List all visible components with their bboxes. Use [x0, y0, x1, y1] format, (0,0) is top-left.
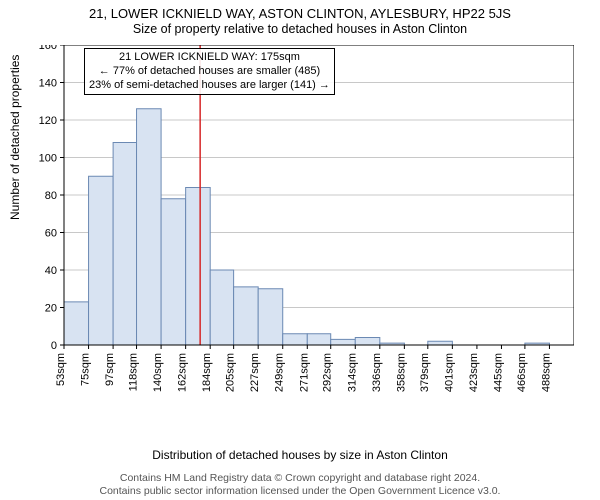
x-tick-label: 53sqm — [55, 353, 67, 386]
y-tick-label: 100 — [39, 153, 57, 165]
x-tick-label: 140sqm — [152, 353, 164, 392]
histogram-bar — [89, 176, 114, 345]
histogram-bar — [283, 334, 308, 345]
histogram-bar — [331, 339, 356, 345]
x-tick-label: 118sqm — [128, 353, 140, 391]
x-tick-label: 401sqm — [443, 353, 455, 392]
histogram-bar — [210, 270, 233, 345]
annotation-line-3: 23% of semi-detached houses are larger (… — [89, 79, 330, 93]
histogram-bar — [186, 188, 211, 346]
attribution-line-1: Contains HM Land Registry data © Crown c… — [0, 472, 600, 485]
x-tick-label: 75sqm — [80, 353, 92, 386]
x-tick-label: 271sqm — [298, 353, 310, 392]
annotation-line-1: 21 LOWER ICKNIELD WAY: 175sqm — [89, 51, 330, 65]
page-subtitle: Size of property relative to detached ho… — [0, 22, 600, 38]
y-tick-label: 80 — [45, 190, 57, 202]
histogram-bar — [64, 302, 89, 345]
histogram-bar — [234, 287, 259, 345]
page-title: 21, LOWER ICKNIELD WAY, ASTON CLINTON, A… — [0, 6, 600, 22]
x-tick-label: 97sqm — [104, 353, 116, 386]
histogram-bar — [307, 334, 330, 345]
x-axis-label: Distribution of detached houses by size … — [0, 448, 600, 462]
page-root: 21, LOWER ICKNIELD WAY, ASTON CLINTON, A… — [0, 0, 600, 500]
y-axis-label: Number of detached properties — [8, 55, 22, 220]
histogram-bar — [161, 199, 186, 345]
y-tick-label: 120 — [39, 115, 57, 127]
histogram-plot: 02040608010012014016053sqm75sqm97sqm118s… — [64, 45, 574, 395]
histogram-bar — [137, 109, 162, 345]
histogram-bar — [113, 143, 136, 346]
x-tick-label: 336sqm — [371, 353, 383, 392]
attribution-line-2: Contains public sector information licen… — [0, 485, 600, 498]
x-tick-label: 466sqm — [516, 353, 528, 392]
attribution-block: Contains HM Land Registry data © Crown c… — [0, 472, 600, 498]
title-block: 21, LOWER ICKNIELD WAY, ASTON CLINTON, A… — [0, 0, 600, 38]
x-tick-label: 184sqm — [201, 353, 213, 392]
x-tick-label: 292sqm — [322, 353, 334, 392]
x-tick-label: 358sqm — [395, 353, 407, 392]
x-tick-label: 379sqm — [419, 353, 431, 392]
x-tick-label: 205sqm — [225, 353, 237, 392]
y-tick-label: 60 — [45, 228, 57, 240]
annotation-line-2: ← 77% of detached houses are smaller (48… — [89, 65, 330, 79]
histogram-bar — [258, 289, 283, 345]
y-tick-label: 0 — [51, 340, 57, 352]
x-tick-label: 423sqm — [468, 353, 480, 392]
histogram-bar — [355, 338, 380, 346]
x-tick-label: 249sqm — [274, 353, 286, 392]
x-tick-label: 445sqm — [492, 353, 504, 392]
y-tick-label: 20 — [45, 303, 57, 315]
annotation-box: 21 LOWER ICKNIELD WAY: 175sqm ← 77% of d… — [84, 48, 335, 95]
x-tick-label: 314sqm — [346, 353, 358, 392]
y-tick-label: 140 — [39, 78, 57, 90]
x-tick-label: 227sqm — [249, 353, 261, 392]
y-tick-label: 40 — [45, 265, 57, 277]
x-tick-label: 488sqm — [540, 353, 552, 392]
y-tick-label: 160 — [39, 45, 57, 52]
x-tick-label: 162sqm — [177, 353, 189, 392]
histogram-bar — [428, 341, 453, 345]
plot-svg: 0 20 40 60 80 100 120 140 160 53sqm 75sqm 97sqm 118s… — [34, 45, 574, 395]
